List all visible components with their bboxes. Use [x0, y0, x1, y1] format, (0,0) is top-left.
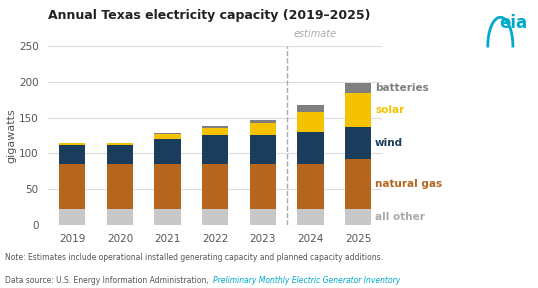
Bar — [202, 126, 228, 128]
Text: Note: Estimates include operational installed generating capacity and planned ca: Note: Estimates include operational inst… — [5, 253, 384, 262]
Y-axis label: gigawatts: gigawatts — [6, 108, 16, 163]
Bar — [202, 135, 228, 164]
Bar — [59, 145, 86, 164]
Bar — [202, 128, 228, 135]
Text: natural gas: natural gas — [375, 179, 442, 189]
Bar — [250, 135, 276, 164]
Bar — [107, 164, 133, 209]
Bar — [345, 127, 371, 159]
Bar — [345, 92, 371, 127]
Bar — [298, 164, 323, 209]
Bar — [107, 145, 133, 164]
Bar — [59, 209, 86, 225]
Bar — [298, 132, 323, 164]
Text: all other: all other — [375, 212, 425, 222]
Text: eia: eia — [499, 14, 527, 33]
Bar — [154, 134, 181, 139]
Bar — [345, 159, 371, 209]
Text: Annual Texas electricity capacity (2019–2025): Annual Texas electricity capacity (2019–… — [48, 9, 371, 22]
Bar — [250, 164, 276, 209]
Bar — [107, 209, 133, 225]
Bar — [154, 164, 181, 209]
Bar — [345, 83, 371, 92]
Text: wind: wind — [375, 138, 403, 148]
Bar — [154, 209, 181, 225]
Bar — [202, 209, 228, 225]
Bar — [154, 139, 181, 164]
Bar — [250, 209, 276, 225]
Bar — [345, 209, 371, 225]
Text: solar: solar — [375, 105, 405, 115]
Text: Data source: U.S. Energy Information Administration,: Data source: U.S. Energy Information Adm… — [5, 276, 211, 285]
Bar — [107, 143, 133, 145]
Bar — [298, 105, 323, 112]
Bar — [59, 143, 86, 145]
Text: batteries: batteries — [375, 83, 429, 93]
Bar — [298, 209, 323, 225]
Text: Preliminary Monthly Electric Generator Inventory: Preliminary Monthly Electric Generator I… — [213, 276, 400, 285]
Bar — [202, 164, 228, 209]
Text: estimate: estimate — [293, 29, 336, 39]
Bar — [298, 112, 323, 132]
Bar — [59, 164, 86, 209]
Bar — [250, 120, 276, 122]
Bar — [154, 133, 181, 134]
Bar — [250, 122, 276, 135]
